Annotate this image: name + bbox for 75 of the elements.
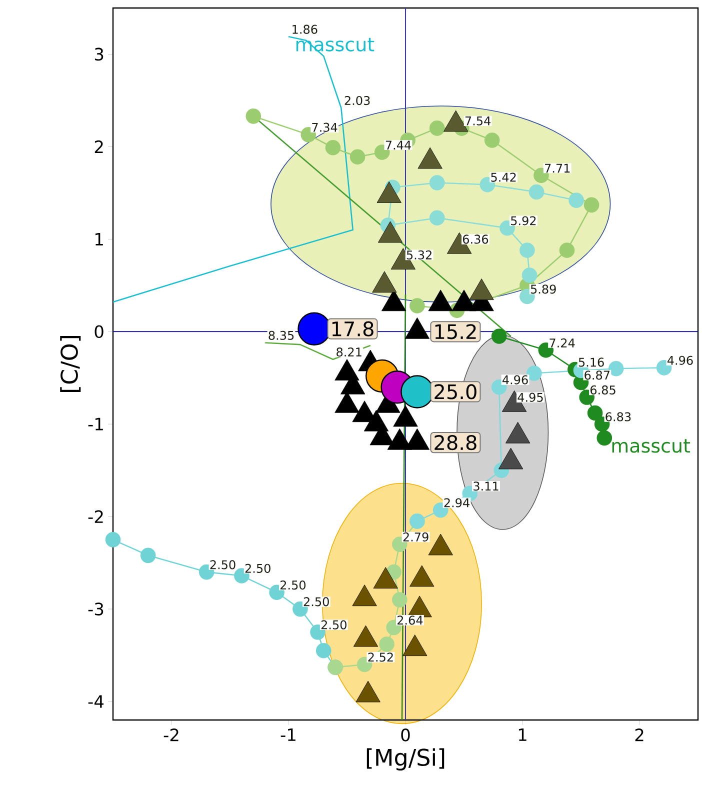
y-tick-label: 1 <box>96 232 103 246</box>
annotation: 5.92 <box>511 216 536 226</box>
annotation: 7.44 <box>386 140 411 150</box>
annotation: 28.8 <box>434 435 476 450</box>
point <box>429 120 445 136</box>
annotation: 1.86 <box>292 24 318 34</box>
annotation: 5.42 <box>491 172 516 182</box>
point <box>379 636 394 652</box>
point <box>410 298 425 314</box>
annotation: 2.64 <box>397 616 423 625</box>
y-tick-label: -3 <box>88 602 104 616</box>
annotation: 7.34 <box>312 122 338 132</box>
annotation: 25.0 <box>434 384 476 400</box>
point <box>520 242 535 258</box>
annotation: 6.85 <box>590 385 616 394</box>
annotation: 3.11 <box>474 482 498 491</box>
point <box>350 149 366 165</box>
point <box>246 108 262 124</box>
point <box>587 405 603 421</box>
y-tick-label: 2 <box>94 140 103 154</box>
x-tick-label: -1 <box>280 728 296 741</box>
point <box>484 132 500 148</box>
point <box>325 140 341 156</box>
x-axis-title: [Mg/Si] <box>366 748 444 771</box>
x-tick-label: 0 <box>401 728 410 742</box>
x-tick-label: 1 <box>518 728 526 741</box>
point <box>392 592 408 608</box>
annotation: 4.96 <box>667 356 693 365</box>
annotation: 8.21 <box>336 347 362 357</box>
annotation: 5.89 <box>530 284 556 294</box>
y-tick-label: -2 <box>88 510 103 523</box>
y-tick-label: 3 <box>94 48 104 61</box>
y-tick-label: -1 <box>88 418 103 430</box>
annotation: 17.8 <box>332 321 374 336</box>
annotation: 7.71 <box>545 164 570 173</box>
annotation: 5.16 <box>578 358 604 367</box>
x-tick-label: -2 <box>164 728 178 742</box>
point <box>522 268 538 283</box>
annotation: 2.50 <box>321 620 346 630</box>
x-tick-label: 2 <box>635 728 644 742</box>
annotation: 2.52 <box>368 652 393 662</box>
point <box>584 197 600 213</box>
series-label: masscut <box>612 439 690 453</box>
point <box>429 210 445 226</box>
annotation: 6.83 <box>606 412 631 422</box>
annotation: 2.50 <box>210 560 236 570</box>
annotation: 2.79 <box>403 532 428 542</box>
point <box>526 366 542 381</box>
point <box>491 328 507 344</box>
point <box>608 360 624 376</box>
point <box>316 643 332 658</box>
y-tick-label: -4 <box>88 695 104 708</box>
point <box>429 175 445 190</box>
point <box>528 184 544 200</box>
annotation: 8.35 <box>268 330 294 340</box>
y-axis-title: [C/O] <box>60 336 81 392</box>
point <box>596 430 612 446</box>
point <box>140 548 156 564</box>
annotation: 7.54 <box>465 116 491 126</box>
annotation: 4.96 <box>502 375 528 384</box>
annotation: 2.50 <box>245 564 270 573</box>
annotation: 6.87 <box>584 370 610 380</box>
annotation: 4.95 <box>518 392 543 402</box>
annotation: 15.2 <box>435 324 476 340</box>
point <box>105 532 121 548</box>
annotation: 2.50 <box>280 580 306 590</box>
annotation: 6.36 <box>462 234 488 244</box>
annotation: 2.03 <box>344 96 370 106</box>
point <box>568 192 584 208</box>
point <box>559 242 575 258</box>
annotation: 7.24 <box>550 338 575 348</box>
y-tick-label: 0 <box>94 325 104 338</box>
annotation: 2.50 <box>304 597 329 606</box>
annotation: 5.32 <box>406 250 432 260</box>
annotation: 2.94 <box>444 498 470 508</box>
